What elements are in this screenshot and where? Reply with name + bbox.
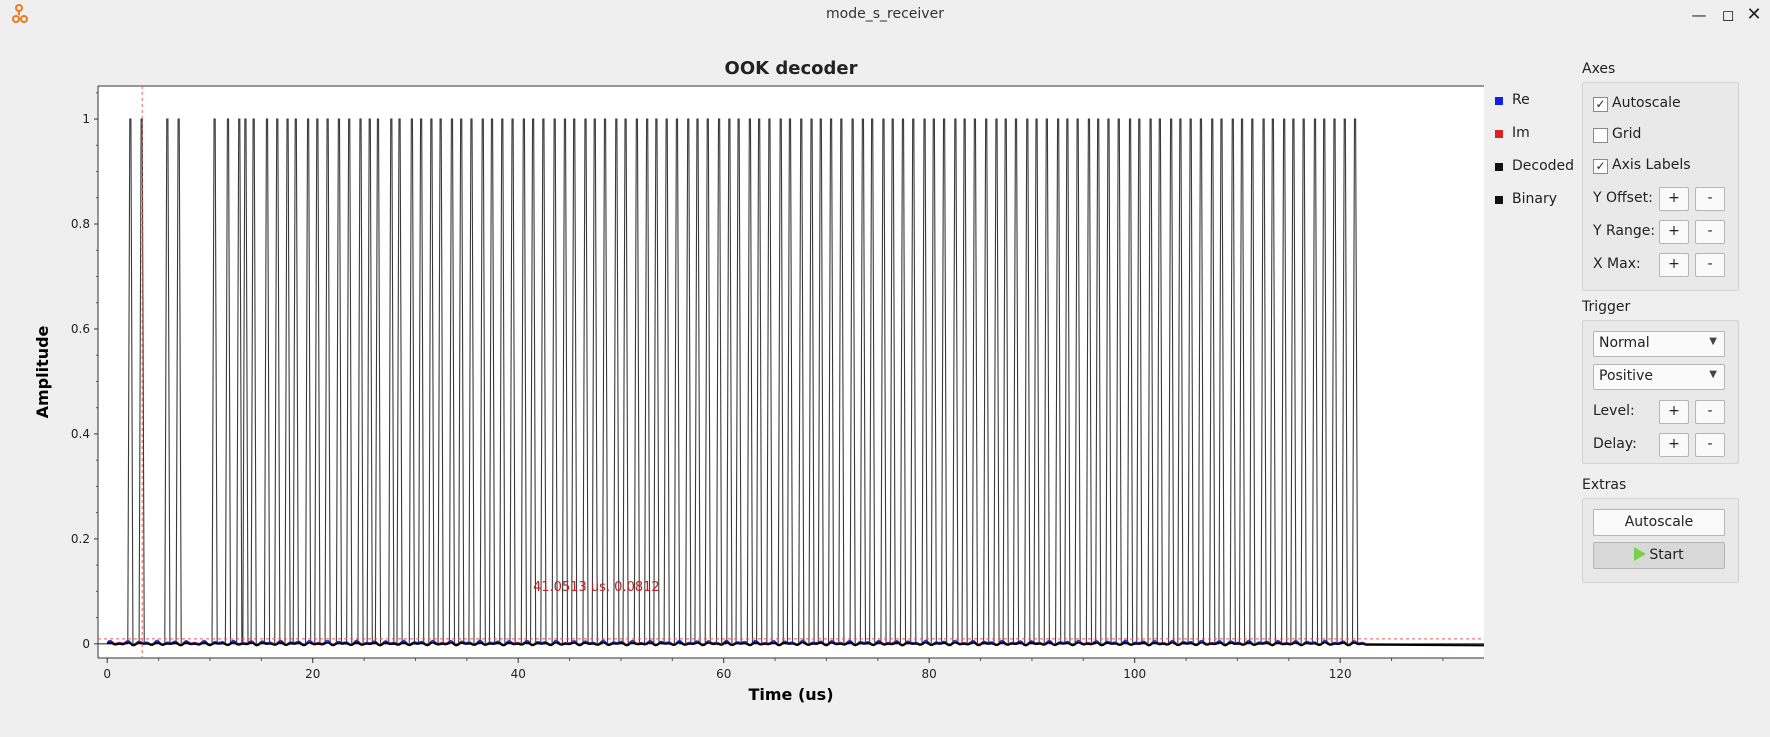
cursor-readout: 41.0513 us, 0.0812 xyxy=(533,580,660,595)
maximize-button[interactable]: ◻ xyxy=(1721,6,1735,24)
x-max-minus-button[interactable]: - xyxy=(1695,253,1725,277)
decoded-series-line xyxy=(106,641,1485,647)
x-tick-label: 0 xyxy=(103,667,111,681)
plot-title: OOK decoder xyxy=(724,58,858,79)
checkbox-empty-icon xyxy=(1593,128,1608,143)
gnuradio-app-icon xyxy=(12,4,28,23)
legend-label: Im xyxy=(1512,125,1530,141)
y-tick-label: 1 xyxy=(82,112,90,126)
y-offset-label: Y Offset: xyxy=(1593,190,1653,206)
y-tick-label: 0.4 xyxy=(71,427,90,441)
trigger-slope-select[interactable]: Positive ▼ xyxy=(1593,364,1725,390)
x-axis-label: Time (us) xyxy=(748,685,833,704)
start-button[interactable]: Start xyxy=(1593,542,1725,569)
x-tick-label: 60 xyxy=(716,667,731,681)
autoscale-label: Autoscale xyxy=(1612,95,1681,111)
delay-plus-button[interactable]: + xyxy=(1659,433,1689,457)
y-range-plus-button[interactable]: + xyxy=(1659,220,1689,244)
y-tick-label: 0.8 xyxy=(71,217,90,231)
y-tick-label: 0.2 xyxy=(71,532,90,546)
autoscale-button[interactable]: Autoscale xyxy=(1593,509,1725,536)
x-tick-label: 20 xyxy=(305,667,320,681)
axis-labels-label: Axis Labels xyxy=(1612,157,1691,173)
x-tick-label: 80 xyxy=(922,667,937,681)
x-tick-label: 120 xyxy=(1329,667,1352,681)
y-axis-label: Amplitude xyxy=(33,325,52,418)
trigger-panel: Normal ▼ Positive ▼ Level: + - Delay: + … xyxy=(1582,320,1739,464)
grid-label: Grid xyxy=(1612,126,1642,142)
y-range-minus-button[interactable]: - xyxy=(1695,220,1725,244)
extras-panel: Autoscale Start xyxy=(1582,498,1739,583)
y-range-label: Y Range: xyxy=(1593,223,1656,239)
window-titlebar: mode_s_receiver — ◻ ✕ xyxy=(0,0,1770,30)
legend-swatch-decoded xyxy=(1495,163,1503,171)
level-label: Level: xyxy=(1593,403,1635,419)
start-label: Start xyxy=(1649,547,1684,563)
extras-section-title: Extras xyxy=(1582,477,1627,493)
y-tick-label: 0.6 xyxy=(71,322,90,336)
x-tick-label: 40 xyxy=(511,667,526,681)
legend-swatch-binary xyxy=(1495,196,1503,204)
check-icon: ✓ xyxy=(1593,159,1608,174)
axes-section-title: Axes xyxy=(1582,61,1616,77)
trigger-slope-value: Positive xyxy=(1599,368,1653,384)
close-button[interactable]: ✕ xyxy=(1746,4,1762,25)
legend-label: Re xyxy=(1512,92,1530,108)
y-tick-label: 0 xyxy=(82,637,90,651)
trigger-mode-value: Normal xyxy=(1599,335,1650,351)
window-title: mode_s_receiver xyxy=(826,6,944,22)
x-max-label: X Max: xyxy=(1593,256,1641,272)
legend-swatch-re xyxy=(1495,97,1503,105)
delay-minus-button[interactable]: - xyxy=(1695,433,1725,457)
delay-label: Delay: xyxy=(1593,436,1637,452)
level-minus-button[interactable]: - xyxy=(1695,400,1725,424)
chevron-down-icon: ▼ xyxy=(1709,369,1717,380)
trigger-mode-select[interactable]: Normal ▼ xyxy=(1593,331,1725,357)
legend-label: Binary xyxy=(1512,191,1557,207)
legend-swatch-im xyxy=(1495,130,1503,138)
y-offset-minus-button[interactable]: - xyxy=(1695,187,1725,211)
check-icon: ✓ xyxy=(1593,97,1608,112)
level-plus-button[interactable]: + xyxy=(1659,400,1689,424)
minimize-button[interactable]: — xyxy=(1691,6,1707,24)
axes-panel: ✓ Autoscale Grid ✓ Axis Labels Y Offset:… xyxy=(1582,82,1739,291)
binary-series-line xyxy=(98,118,1484,645)
y-offset-plus-button[interactable]: + xyxy=(1659,187,1689,211)
x-max-plus-button[interactable]: + xyxy=(1659,253,1689,277)
trigger-section-title: Trigger xyxy=(1582,299,1631,315)
legend-label: Decoded xyxy=(1512,158,1575,174)
x-tick-label: 100 xyxy=(1123,667,1146,681)
play-icon xyxy=(1634,547,1647,561)
chevron-down-icon: ▼ xyxy=(1709,336,1717,347)
